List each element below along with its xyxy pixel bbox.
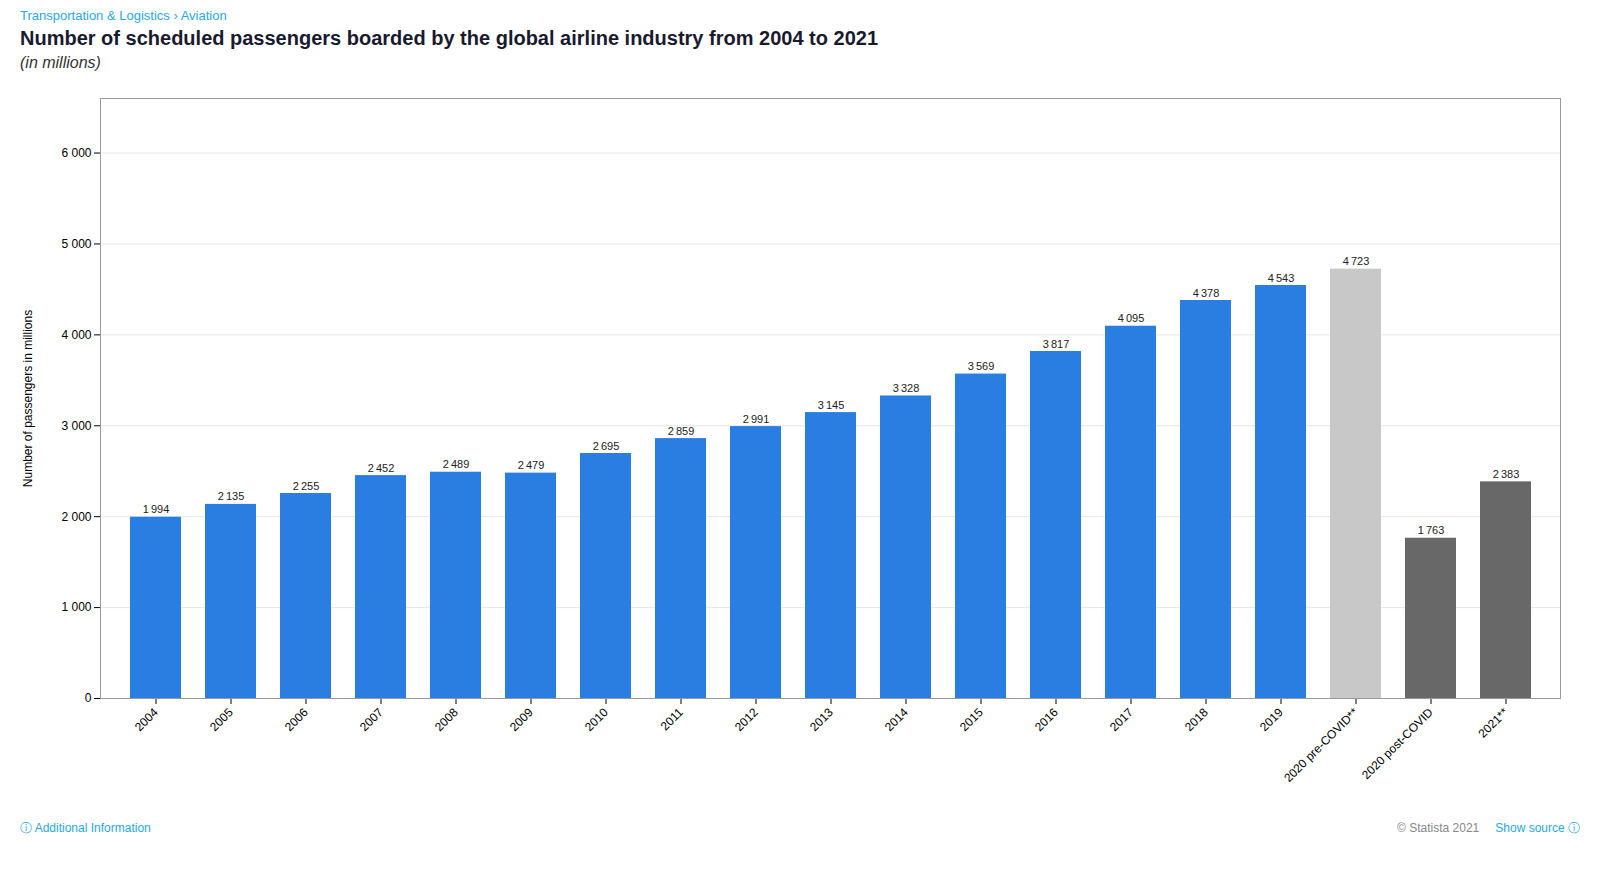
- svg-text:4 723: 4 723: [1343, 255, 1370, 267]
- svg-text:5 000: 5 000: [61, 237, 91, 251]
- svg-text:2 000: 2 000: [61, 510, 91, 524]
- svg-text:Number of passengers in millio: Number of passengers in millions: [21, 310, 35, 487]
- svg-text:1 763: 1 763: [1418, 524, 1445, 536]
- html-text:© Statista 2021: © Statista 2021: [1397, 821, 1480, 835]
- html-text:(in millions): (in millions): [20, 54, 101, 71]
- html-text:Number of scheduled passengers: Number of scheduled passengers boarded b…: [20, 27, 878, 49]
- svg-text:2 991: 2 991: [743, 413, 770, 425]
- svg-text:2 255: 2 255: [293, 480, 320, 492]
- svg-text:2018: 2018: [1182, 705, 1211, 734]
- svg-text:2011: 2011: [658, 705, 686, 733]
- svg-text:2007: 2007: [357, 705, 386, 734]
- svg-text:2 135: 2 135: [218, 490, 245, 502]
- svg-text:2 859: 2 859: [668, 425, 695, 437]
- svg-text:3 145: 3 145: [818, 399, 845, 411]
- svg-text:6 000: 6 000: [61, 146, 91, 160]
- svg-text:2012: 2012: [732, 705, 761, 734]
- svg-text:2 383: 2 383: [1493, 468, 1520, 480]
- svg-text:2021**: 2021**: [1475, 705, 1511, 741]
- svg-text:4 000: 4 000: [61, 328, 91, 342]
- svg-text:2 479: 2 479: [518, 459, 545, 471]
- svg-text:3 569: 3 569: [968, 360, 995, 372]
- svg-text:2019: 2019: [1257, 705, 1286, 734]
- svg-text:1 000: 1 000: [61, 600, 91, 614]
- html-text:Transportation & Logistics › A: Transportation & Logistics › Aviation: [20, 8, 227, 23]
- svg-text:2013: 2013: [807, 705, 836, 734]
- svg-text:2015: 2015: [957, 705, 986, 734]
- svg-text:2 489: 2 489: [443, 458, 470, 470]
- svg-text:2016: 2016: [1032, 705, 1061, 734]
- svg-text:2 452: 2 452: [368, 462, 395, 474]
- svg-text:3 328: 3 328: [893, 382, 920, 394]
- svg-text:4 378: 4 378: [1193, 287, 1220, 299]
- svg-text:2004: 2004: [132, 705, 161, 734]
- svg-text:2020 pre-COVID**: 2020 pre-COVID**: [1281, 705, 1361, 785]
- svg-text:3 000: 3 000: [61, 419, 91, 433]
- svg-text:2008: 2008: [432, 705, 461, 734]
- svg-text:2009: 2009: [507, 705, 536, 734]
- svg-text:2 695: 2 695: [593, 440, 620, 452]
- svg-text:4 543: 4 543: [1268, 272, 1295, 284]
- svg-text:1 994: 1 994: [143, 503, 170, 515]
- svg-text:3 817: 3 817: [1043, 338, 1070, 350]
- html-text:Show source ⓘ: Show source ⓘ: [1495, 821, 1580, 835]
- svg-text:4 095: 4 095: [1118, 312, 1145, 324]
- svg-text:2017: 2017: [1107, 705, 1136, 734]
- html-text:ⓘ Additional Information: ⓘ Additional Information: [20, 821, 151, 835]
- svg-text:2020 post-COVID: 2020 post-COVID: [1359, 705, 1436, 782]
- svg-text:2014: 2014: [882, 705, 911, 734]
- svg-text:2010: 2010: [582, 705, 611, 734]
- svg-text:2006: 2006: [282, 705, 311, 734]
- svg-text:2005: 2005: [207, 705, 236, 734]
- svg-text:0: 0: [85, 691, 92, 705]
